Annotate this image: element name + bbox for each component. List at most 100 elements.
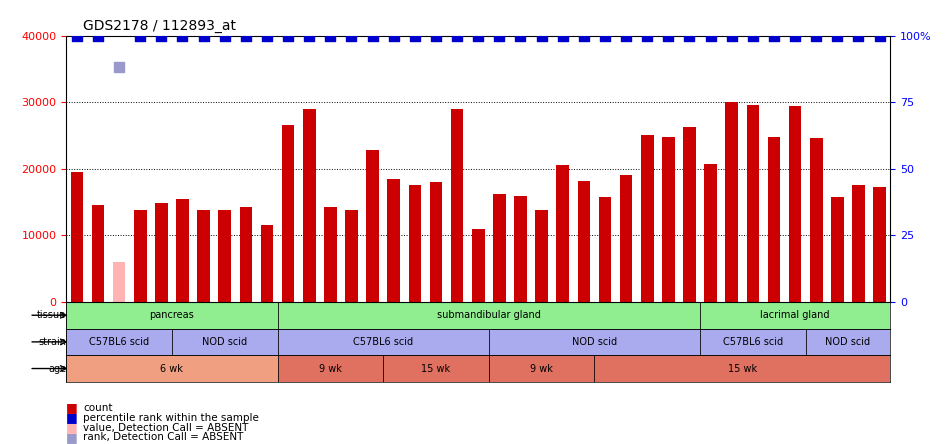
Text: NOD scid: NOD scid bbox=[572, 337, 617, 347]
FancyBboxPatch shape bbox=[489, 329, 700, 355]
Point bbox=[407, 32, 422, 39]
Bar bbox=[366, 150, 379, 302]
FancyBboxPatch shape bbox=[595, 355, 890, 382]
Point bbox=[323, 32, 338, 39]
Bar bbox=[134, 210, 147, 302]
Text: C57BL6 scid: C57BL6 scid bbox=[353, 337, 413, 347]
Bar bbox=[619, 174, 633, 302]
Text: value, Detection Call = ABSENT: value, Detection Call = ABSENT bbox=[83, 423, 249, 432]
FancyBboxPatch shape bbox=[172, 329, 277, 355]
Point bbox=[682, 32, 697, 39]
Point bbox=[491, 32, 507, 39]
Point bbox=[112, 64, 127, 71]
Point bbox=[639, 32, 654, 39]
Bar bbox=[514, 196, 527, 302]
Point bbox=[618, 32, 634, 39]
Bar bbox=[113, 262, 125, 302]
Point bbox=[703, 32, 718, 39]
FancyBboxPatch shape bbox=[277, 302, 700, 329]
Text: 9 wk: 9 wk bbox=[319, 364, 342, 373]
Bar bbox=[282, 125, 295, 302]
Bar bbox=[535, 210, 548, 302]
Bar bbox=[303, 109, 315, 302]
Bar bbox=[768, 137, 780, 302]
Bar bbox=[472, 229, 485, 302]
Bar bbox=[662, 137, 674, 302]
FancyBboxPatch shape bbox=[384, 355, 489, 382]
FancyBboxPatch shape bbox=[66, 355, 277, 382]
Point bbox=[344, 32, 359, 39]
Point bbox=[196, 32, 211, 39]
Bar bbox=[746, 105, 759, 302]
Point bbox=[661, 32, 676, 39]
Point bbox=[745, 32, 760, 39]
Text: GDS2178 / 112893_at: GDS2178 / 112893_at bbox=[82, 19, 236, 33]
Point bbox=[259, 32, 275, 39]
Text: 9 wk: 9 wk bbox=[530, 364, 553, 373]
Point bbox=[830, 32, 845, 39]
Bar bbox=[557, 165, 569, 302]
Bar bbox=[197, 210, 210, 302]
Bar bbox=[451, 109, 463, 302]
Bar bbox=[324, 207, 337, 302]
Point bbox=[90, 32, 105, 39]
Text: C57BL6 scid: C57BL6 scid bbox=[89, 337, 150, 347]
Text: tissue: tissue bbox=[37, 310, 66, 320]
Bar bbox=[260, 225, 274, 302]
FancyBboxPatch shape bbox=[700, 329, 806, 355]
Point bbox=[724, 32, 740, 39]
Text: submandibular gland: submandibular gland bbox=[437, 310, 541, 320]
Bar bbox=[725, 102, 738, 302]
Point bbox=[239, 32, 254, 39]
FancyBboxPatch shape bbox=[66, 329, 172, 355]
FancyBboxPatch shape bbox=[489, 355, 595, 382]
Bar bbox=[810, 138, 823, 302]
Text: lacrimal gland: lacrimal gland bbox=[760, 310, 830, 320]
Point bbox=[788, 32, 803, 39]
Text: percentile rank within the sample: percentile rank within the sample bbox=[83, 413, 259, 423]
Point bbox=[450, 32, 465, 39]
Point bbox=[217, 32, 232, 39]
Bar bbox=[789, 106, 801, 302]
Bar bbox=[408, 185, 421, 302]
FancyBboxPatch shape bbox=[66, 302, 277, 329]
Point bbox=[872, 32, 887, 39]
Bar bbox=[852, 185, 865, 302]
Point bbox=[513, 32, 528, 39]
Text: pancreas: pancreas bbox=[150, 310, 194, 320]
Point bbox=[302, 32, 317, 39]
Bar bbox=[641, 135, 653, 302]
Bar bbox=[578, 181, 590, 302]
Point bbox=[471, 32, 486, 39]
Text: NOD scid: NOD scid bbox=[826, 337, 870, 347]
Text: 15 wk: 15 wk bbox=[727, 364, 757, 373]
Point bbox=[766, 32, 781, 39]
Text: count: count bbox=[83, 403, 113, 413]
Point bbox=[386, 32, 402, 39]
Text: ■: ■ bbox=[66, 431, 78, 444]
FancyBboxPatch shape bbox=[806, 329, 890, 355]
Text: C57BL6 scid: C57BL6 scid bbox=[723, 337, 783, 347]
Point bbox=[428, 32, 443, 39]
Text: NOD scid: NOD scid bbox=[202, 337, 247, 347]
Bar bbox=[240, 207, 252, 302]
Bar bbox=[599, 197, 612, 302]
Point bbox=[69, 32, 84, 39]
Bar bbox=[92, 205, 104, 302]
Bar bbox=[155, 203, 168, 302]
Bar bbox=[70, 172, 83, 302]
Bar bbox=[705, 164, 717, 302]
Point bbox=[365, 32, 380, 39]
Point bbox=[809, 32, 824, 39]
Text: ■: ■ bbox=[66, 411, 78, 424]
Bar bbox=[493, 194, 506, 302]
Bar bbox=[387, 178, 400, 302]
Bar bbox=[683, 127, 696, 302]
FancyBboxPatch shape bbox=[277, 355, 384, 382]
Bar bbox=[176, 198, 188, 302]
Point bbox=[280, 32, 295, 39]
Point bbox=[851, 32, 867, 39]
Point bbox=[534, 32, 549, 39]
Bar bbox=[345, 210, 358, 302]
Text: ■: ■ bbox=[66, 401, 78, 415]
